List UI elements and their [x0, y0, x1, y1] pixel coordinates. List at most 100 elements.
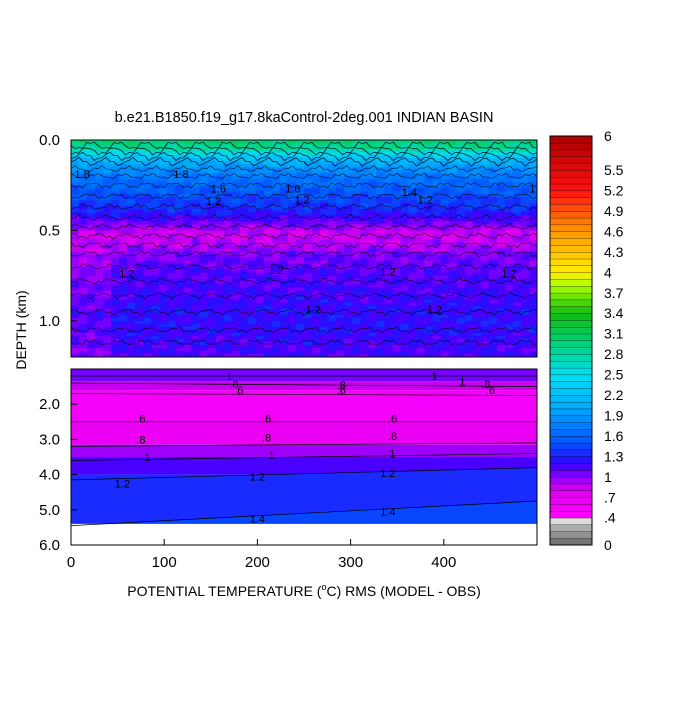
- colorbar-segment: [549, 299, 593, 307]
- upper-field-cell: [424, 149, 434, 153]
- upper-field-cell: [127, 329, 136, 334]
- upper-field-cell: [368, 305, 377, 310]
- upper-field-cell: [408, 335, 418, 340]
- lower-field-band: [71, 444, 537, 457]
- upper-field-cell: [127, 251, 136, 256]
- upper-field-cell: [432, 218, 442, 222]
- upper-field-cell: [424, 266, 434, 271]
- upper-field-cell: [448, 173, 458, 177]
- upper-field-cell: [295, 287, 305, 292]
- upper-field-cell: [384, 197, 393, 201]
- upper-field-cell: [408, 290, 418, 295]
- upper-field-cell: [263, 305, 273, 310]
- upper-field-cell: [472, 329, 482, 334]
- upper-field-cell: [95, 215, 104, 219]
- upper-field-cell: [215, 224, 225, 228]
- upper-field-cell: [263, 236, 273, 241]
- upper-field-cell: [199, 149, 209, 153]
- upper-field-cell: [143, 182, 152, 186]
- upper-field-cell: [320, 347, 329, 352]
- upper-field-cell: [512, 350, 522, 355]
- upper-field-cell: [119, 239, 128, 244]
- upper-field-cell: [287, 215, 297, 219]
- upper-field-cell: [448, 260, 458, 265]
- upper-field-cell: [279, 296, 289, 301]
- upper-field-cell: [488, 254, 498, 259]
- upper-field-cell: [279, 347, 289, 352]
- lower-contour-label: .8: [262, 433, 271, 445]
- upper-field-cell: [263, 206, 273, 210]
- upper-field-cell: [223, 347, 233, 352]
- upper-field-cell: [520, 263, 530, 268]
- lower-contour-label: 1.4: [250, 514, 265, 526]
- upper-field-cell: [528, 329, 537, 334]
- upper-field-cell: [448, 236, 458, 241]
- upper-field-cell: [199, 227, 209, 232]
- colorbar-segment: [549, 517, 593, 525]
- y-tick-label-lower: 3.0: [39, 431, 60, 448]
- upper-field-cell: [127, 170, 136, 174]
- upper-field-cell: [312, 239, 321, 244]
- upper-field-cell: [320, 194, 329, 198]
- upper-field-cell: [496, 254, 506, 259]
- upper-field-cell: [384, 236, 393, 241]
- upper-field-cell: [312, 143, 321, 147]
- upper-field-cell: [119, 344, 128, 349]
- upper-contour-label: 1.2: [380, 267, 395, 279]
- upper-field-cell: [336, 245, 345, 250]
- upper-field-cell: [304, 284, 313, 289]
- upper-field-cell: [119, 248, 128, 253]
- upper-field-cell: [295, 155, 305, 159]
- upper-field-cell: [111, 200, 120, 204]
- upper-field-cell: [95, 251, 104, 256]
- upper-field-cell: [79, 242, 88, 247]
- upper-field-cell: [440, 353, 450, 357]
- upper-field-cell: [304, 158, 313, 162]
- upper-field-cell: [376, 290, 385, 295]
- upper-field-cell: [440, 350, 450, 355]
- upper-field-cell: [488, 143, 498, 147]
- upper-field-cell: [87, 353, 96, 357]
- upper-field-cell: [119, 149, 128, 153]
- upper-field-cell: [151, 278, 160, 283]
- upper-field-cell: [239, 221, 249, 225]
- upper-field-cell: [183, 170, 193, 174]
- upper-field-cell: [456, 320, 466, 325]
- upper-field-cell: [231, 230, 241, 235]
- upper-field-cell: [127, 344, 136, 349]
- upper-field-cell: [151, 263, 160, 268]
- upper-field-cell: [416, 350, 426, 355]
- colorbar-tick-label: 4.9: [604, 203, 624, 219]
- upper-field-cell: [336, 275, 345, 280]
- upper-field-cell: [400, 347, 410, 352]
- upper-field-cell: [151, 302, 160, 307]
- upper-field-cell: [231, 284, 241, 289]
- upper-field-cell: [352, 305, 361, 310]
- upper-field-cell: [111, 329, 120, 334]
- upper-field-cell: [352, 260, 361, 265]
- upper-field-cell: [352, 173, 361, 177]
- upper-field-cell: [79, 236, 88, 241]
- upper-field-cell: [295, 140, 305, 144]
- upper-field-cell: [464, 302, 474, 307]
- upper-field-cell: [328, 335, 337, 340]
- upper-field-cell: [528, 158, 537, 162]
- upper-field-cell: [119, 347, 128, 352]
- upper-field-cell: [95, 272, 104, 277]
- upper-field-cell: [512, 299, 522, 304]
- upper-field-cell: [183, 293, 193, 298]
- upper-field-cell: [167, 149, 177, 153]
- upper-field-cell: [344, 215, 353, 219]
- upper-contour-line: [71, 277, 537, 285]
- upper-field-cell: [376, 281, 385, 286]
- upper-field-cell: [111, 149, 120, 153]
- upper-field-cell: [87, 194, 96, 198]
- upper-field-cell: [464, 284, 474, 289]
- upper-field-cell: [87, 323, 96, 328]
- upper-field-cell: [320, 314, 329, 319]
- upper-field-cell: [360, 161, 369, 165]
- upper-field-cell: [103, 203, 112, 207]
- upper-field-cell: [320, 152, 329, 156]
- upper-field-cell: [328, 305, 337, 310]
- upper-field-cell: [472, 173, 482, 177]
